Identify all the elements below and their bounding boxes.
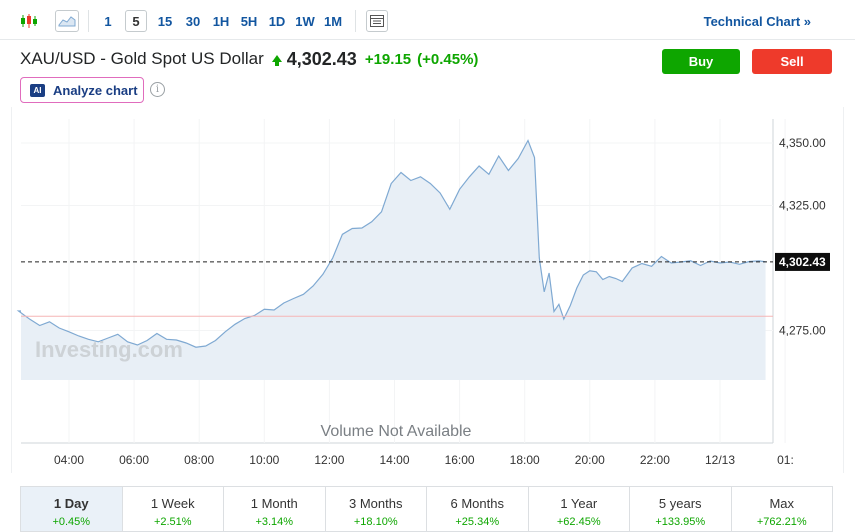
period-change: +0.45% (52, 516, 91, 528)
period-tab-1-week[interactable]: 1 Week +2.51% (122, 487, 224, 531)
period-tab-6-months[interactable]: 6 Months +25.34% (427, 487, 529, 531)
timeframe-5h-button[interactable]: 5H (240, 13, 258, 29)
analyze-chart-button[interactable]: AI Analyze chart (20, 77, 144, 103)
y-tick-label: 4,325.00 (779, 199, 826, 213)
price-change: +19.15 (364, 50, 412, 68)
period-change: +62.45% (556, 516, 601, 528)
x-tick-label: 14:00 (379, 453, 409, 467)
period-tab-1-year[interactable]: 1 Year +62.45% (528, 487, 630, 531)
timeframe-1d-button[interactable]: 1D (268, 13, 286, 29)
instrument-header: XAU/USD - Gold Spot US Dollar 4,302.43 +… (20, 48, 484, 70)
period-label: Max (769, 496, 795, 511)
timeframe-1h-button[interactable]: 1H (212, 13, 230, 29)
timeframe-15-button[interactable]: 15 (157, 13, 173, 29)
x-tick-label: 10:00 (249, 453, 279, 467)
period-tab-1-day[interactable]: 1 Day +0.45% (21, 487, 123, 531)
buy-button[interactable]: Buy (662, 49, 740, 74)
price-area-fill (18, 140, 766, 380)
timeframe-1m-button[interactable]: 1M (323, 13, 343, 29)
period-tab-5-years[interactable]: 5 years +133.95% (630, 487, 732, 531)
table-view-icon[interactable] (366, 10, 388, 32)
period-label: 1 Week (150, 496, 195, 511)
x-tick-label: 08:00 (184, 453, 214, 467)
x-tick-label: 12/13 (705, 453, 735, 467)
x-tick-label: 04:00 (54, 453, 84, 467)
period-label: 5 years (658, 496, 702, 511)
current-price-tag: 4,302.43 (775, 252, 830, 271)
period-change: +25.34% (455, 516, 500, 528)
period-label: 3 Months (349, 496, 403, 511)
period-tab-3-months[interactable]: 3 Months +18.10% (325, 487, 427, 531)
x-tick-label: 12:00 (314, 453, 344, 467)
timeframe-5-button[interactable]: 5 (125, 10, 147, 32)
period-performance-bar: 1 Day +0.45% 1 Week +2.51% 1 Month +3.14% 3 Mo… (20, 486, 833, 532)
watermark-text: Investing.com (35, 337, 183, 362)
period-label: 6 Months (450, 496, 504, 511)
period-label: 1 Day (53, 496, 89, 511)
investing-watermark: Investing.com (35, 337, 183, 362)
price-change-percent: (+0.45%) (417, 50, 479, 68)
price-line (16, 139, 766, 348)
y-tick-label: 4,350.00 (779, 136, 826, 150)
technical-chart-link[interactable]: Technical Chart » (703, 14, 811, 29)
toolbar-divider (355, 10, 356, 32)
x-tick-label: 20:00 (575, 453, 605, 467)
current-price-tag-label: 4,302.43 (779, 255, 826, 269)
instrument-name: XAU/USD - Gold Spot US Dollar (20, 49, 264, 68)
y-axis-ticks: 4,350.00 4,325.00 4,275.00 (779, 136, 826, 338)
arrow-up-icon (271, 54, 282, 66)
period-change: +3.14% (255, 516, 294, 528)
toolbar-divider (88, 10, 89, 32)
y-tick-label: 4,275.00 (779, 324, 826, 338)
x-tick-label: 18:00 (510, 453, 540, 467)
last-price: 4,302.43 (286, 48, 357, 69)
period-change: +2.51% (153, 516, 192, 528)
info-icon[interactable]: i (150, 82, 165, 97)
period-label: 1 Month (250, 496, 298, 511)
chart-toolbar: 1 5 15 30 1H 5H 1D 1W 1M Technical Chart » (0, 0, 855, 40)
timeframe-30-button[interactable]: 30 (185, 13, 201, 29)
candlestick-icon[interactable] (18, 10, 42, 32)
x-tick-label: 16:00 (445, 453, 475, 467)
current-price-tag-bg (775, 252, 830, 271)
volume-note: Volume Not Available (321, 423, 472, 440)
ai-icon: AI (30, 83, 45, 97)
period-tab-1-month[interactable]: 1 Month +3.14% (224, 487, 326, 531)
period-change: +18.10% (353, 516, 398, 528)
price-chart[interactable]: Investing.com Volume Not Available 4,350… (0, 0, 855, 480)
x-tick-label: 01: (777, 453, 794, 467)
area-chart-icon[interactable] (55, 10, 79, 32)
x-tick-label: 22:00 (640, 453, 670, 467)
sell-button[interactable]: Sell (752, 49, 832, 74)
timeframe-1w-button[interactable]: 1W (295, 13, 315, 29)
timeframe-1-button[interactable]: 1 (104, 13, 112, 29)
period-change: +133.95% (655, 516, 706, 528)
period-label: 1 Year (560, 496, 598, 511)
x-tick-label: 06:00 (119, 453, 149, 467)
x-axis-ticks: 04:00 06:00 08:00 10:00 12:00 14:00 16:00 18:00… (54, 453, 794, 467)
period-tab-max[interactable]: Max +762.21% (731, 487, 832, 531)
chart-frame (11, 107, 844, 473)
period-change: +762.21% (756, 516, 807, 528)
analyze-chart-label: Analyze chart (53, 82, 138, 98)
